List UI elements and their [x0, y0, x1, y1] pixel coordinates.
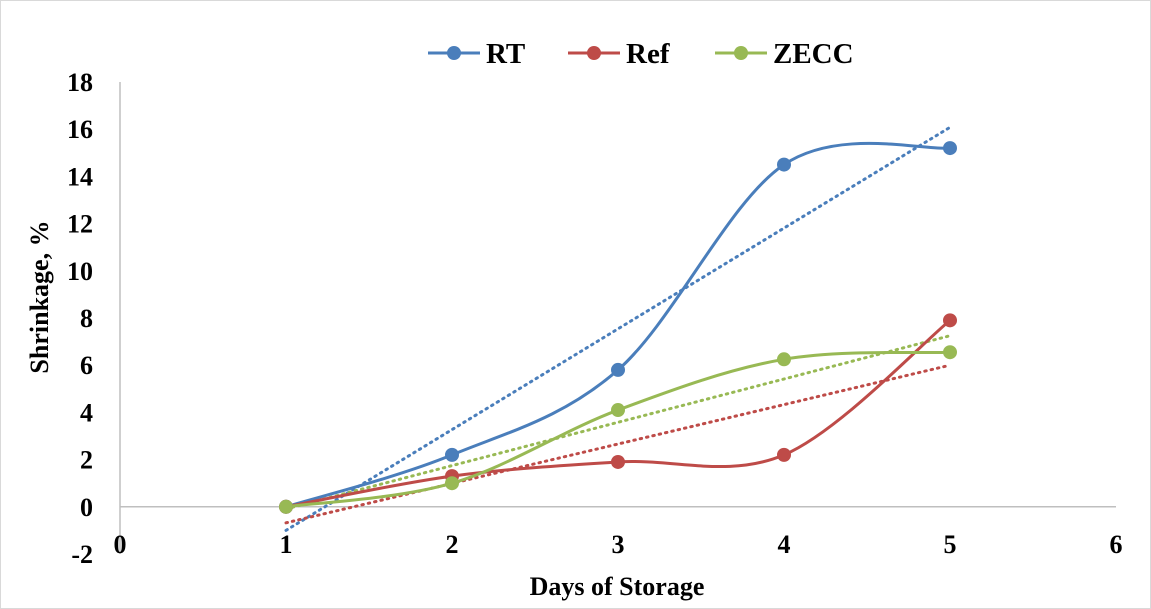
y-tick-label: 4 [80, 398, 93, 427]
data-point-zecc [943, 345, 957, 360]
data-point-zecc [279, 499, 293, 514]
series-line-rt [285, 141, 951, 509]
series-lines [285, 141, 951, 509]
y-tick-label: 18 [67, 68, 93, 97]
legend-item-ref: Ref [568, 38, 670, 70]
y-tick-label: 6 [80, 351, 93, 380]
legend-item-rt: RT [428, 38, 525, 70]
x-tick-label: 5 [944, 530, 957, 559]
x-tick-label: 4 [778, 530, 791, 559]
x-axis-title: Days of Storage [530, 572, 705, 601]
data-point-rt [943, 141, 957, 156]
data-point-rt [777, 157, 791, 172]
data-point-ref [777, 447, 791, 462]
data-point-zecc [611, 403, 625, 418]
x-tick-label: 1 [280, 530, 293, 559]
y-tick-label: 12 [67, 210, 93, 239]
axes [119, 82, 1116, 554]
y-tick-label: 8 [80, 304, 93, 333]
y-tick-label: 14 [67, 162, 93, 191]
series-points [279, 141, 957, 514]
x-tick-labels: 0 1 2 3 4 5 6 [114, 530, 1123, 559]
data-point-rt [445, 447, 459, 462]
data-point-zecc [777, 352, 791, 367]
y-tick-label: 10 [67, 257, 93, 286]
y-tick-label: 2 [80, 446, 93, 475]
trendline-rt [284, 125, 952, 532]
y-tick-label: 0 [80, 493, 93, 522]
legend-label-rt: RT [486, 38, 525, 70]
y-axis-title: Shrinkage, % [25, 220, 54, 373]
data-point-ref [611, 454, 625, 469]
legend: RT Ref ZECC [428, 38, 854, 70]
trendline-ref [284, 363, 952, 525]
legend-label-zecc: ZECC [773, 38, 854, 70]
y-tick-labels: -2 0 2 4 6 8 10 12 14 16 18 [67, 68, 93, 569]
x-tick-label: 6 [1110, 530, 1123, 559]
x-tick-label: 2 [446, 530, 459, 559]
legend-label-ref: Ref [626, 38, 670, 70]
data-point-ref [943, 313, 957, 328]
y-tick-label: 16 [67, 115, 93, 144]
data-point-rt [611, 362, 625, 377]
trendline-zecc [284, 334, 952, 511]
y-tick-label: -2 [71, 540, 93, 569]
legend-marker-rt [447, 46, 461, 60]
x-tick-label: 3 [612, 530, 625, 559]
x-tick-label: 0 [114, 530, 127, 559]
legend-marker-ref [587, 46, 601, 60]
data-point-zecc [445, 476, 459, 491]
legend-item-zecc: ZECC [715, 38, 854, 70]
trendlines [284, 125, 952, 532]
legend-marker-zecc [734, 46, 748, 60]
